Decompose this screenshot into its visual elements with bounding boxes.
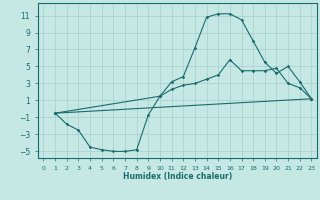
X-axis label: Humidex (Indice chaleur): Humidex (Indice chaleur) — [123, 172, 232, 181]
